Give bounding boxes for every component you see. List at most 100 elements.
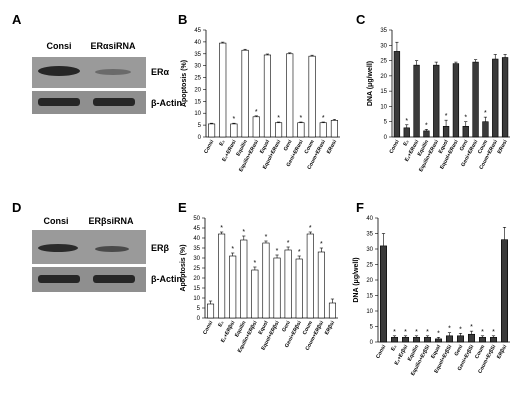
panel-d-band-4 — [93, 275, 135, 283]
chart-b-bar-4 — [252, 116, 260, 138]
chart-f-bar-8 — [468, 333, 475, 343]
chart-b-marker-6: * — [277, 115, 280, 122]
chart-c-bar-11 — [501, 57, 509, 138]
chart-e-marker-2: * — [231, 246, 234, 253]
panel-e-letter: E — [178, 200, 187, 215]
chart-e-ytick-label-1: 5 — [197, 306, 201, 312]
panel-a-band-3 — [38, 98, 80, 106]
chart-b-bar-3 — [241, 49, 249, 138]
chart-b-category-7: Geni — [283, 139, 294, 152]
chart-b-ytick-label-3: 15 — [194, 99, 201, 105]
panel-a-row-2: β-Actin — [151, 98, 182, 108]
chart-c-ytick-label-5: 25 — [380, 59, 387, 65]
chart-f-bar-11 — [501, 239, 508, 343]
chart-c-marker-9: * — [484, 110, 487, 117]
chart-f-marker-2: * — [404, 329, 407, 336]
chart-e-ytick-label-7: 35 — [193, 246, 200, 252]
chart-c-bar-0 — [393, 51, 401, 138]
panel-d-letter: D — [12, 200, 21, 215]
panel-d-band-3 — [38, 275, 80, 283]
chart-f-marker-4: * — [426, 329, 429, 336]
chart-c-marker-3: * — [425, 122, 428, 129]
chart-c-marker-1: * — [405, 118, 408, 125]
chart-c-marker-7: * — [464, 115, 467, 122]
panel-a-blot-bottom — [32, 91, 146, 114]
chart-e: 0 5 10 15 20 25 30 35 40 45 50 Apoptosis (%) Consi * E… — [180, 216, 338, 354]
chart-e-ytick-label-2: 10 — [193, 296, 200, 302]
chart-c-bar-10 — [492, 58, 499, 138]
chart-b-ytick-label-6: 30 — [194, 64, 201, 70]
chart-c-bar-3 — [423, 130, 430, 138]
chart-e-marker-5: * — [265, 234, 268, 241]
panel-d-row-2: β-Actin — [151, 274, 182, 284]
chart-e-ytick-label-8: 40 — [193, 236, 200, 242]
chart-f-marker-5: * — [437, 330, 440, 337]
chart-c-marker-5: * — [445, 113, 448, 120]
chart-b-marker-10: * — [322, 115, 325, 122]
chart-e-ytick-label-4: 20 — [193, 276, 200, 282]
chart-b-bar-8 — [297, 122, 305, 138]
chart-b-marker-8: * — [300, 115, 303, 122]
chart-b-category-0: Consi — [203, 139, 215, 155]
chart-b-ytick-label-2: 10 — [194, 111, 201, 117]
chart-f-ytick-label-6: 30 — [366, 247, 373, 253]
chart-f-marker-6: * — [448, 326, 451, 333]
chart-f-bar-2 — [402, 337, 409, 343]
chart-e-bar-5 — [262, 242, 270, 319]
chart-c-bar-4 — [433, 64, 440, 138]
chart-b-category-11: ERαsi — [326, 139, 338, 155]
chart-e-bar-2 — [229, 255, 237, 319]
chart-e-bar-11 — [328, 302, 336, 319]
chart-e-category-11: ERβsi — [324, 320, 336, 336]
chart-b-bar-6 — [275, 122, 283, 138]
chart-e-marker-10: * — [320, 241, 323, 248]
panel-d-band-2 — [95, 246, 129, 252]
chart-f-bar-5 — [435, 338, 442, 343]
panel-d-lane-2: ERβsiRNA — [89, 216, 135, 226]
panel-f-letter: F — [356, 200, 364, 215]
chart-b-bar-11 — [330, 120, 338, 138]
chart-e-bar-1 — [218, 233, 226, 319]
chart-f-bar-10 — [490, 337, 497, 343]
chart-b-bar-5 — [263, 54, 271, 138]
chart-c-bar-8 — [472, 61, 479, 138]
chart-e-marker-1: * — [220, 225, 223, 232]
chart-f-ytick-label-2: 10 — [366, 309, 373, 315]
chart-e-marker-9: * — [309, 225, 312, 232]
chart-e-category-0: Consi — [202, 320, 214, 336]
chart-c-ytick-label-2: 10 — [380, 104, 387, 110]
chart-c-ytick-label-6: 30 — [380, 43, 387, 49]
chart-b-bar-7 — [286, 53, 294, 138]
chart-e-ytick-label-9: 45 — [193, 226, 200, 232]
panel-a: A Consi ERαsiRNA ERα β-Actin — [12, 12, 182, 114]
chart-f-ytick-label-0: 0 — [370, 340, 374, 346]
chart-c-ytick-label-7: 35 — [380, 28, 387, 34]
panel-d-row-1: ERβ — [151, 243, 170, 253]
chart-b-category-1: E₂ — [219, 139, 227, 148]
chart-e-ytick-label-5: 25 — [193, 266, 200, 272]
chart-f-marker-3: * — [415, 329, 418, 336]
chart-c-ytick-label-1: 5 — [384, 120, 388, 126]
chart-e-marker-7: * — [287, 240, 290, 247]
chart-e-ytick-label-10: 50 — [193, 216, 200, 222]
chart-b-bar-10 — [319, 122, 327, 138]
chart-f-category-1: E₂ — [390, 344, 398, 353]
chart-e-ytick-label-6: 30 — [193, 256, 200, 262]
panel-c-letter: C — [356, 12, 366, 27]
chart-f-marker-7: * — [459, 326, 462, 333]
chart-f-ytick-label-4: 20 — [366, 278, 373, 284]
panel-a-row-1: ERα — [151, 67, 170, 77]
panel-d: D Consi ERβsiRNA ERβ β-Actin — [12, 200, 182, 292]
chart-f-category-0: Consi — [375, 344, 387, 360]
chart-f-marker-9: * — [481, 329, 484, 336]
chart-f-bar-1 — [391, 337, 398, 343]
chart-f-bar-9 — [479, 337, 486, 343]
chart-f-ytick-label-3: 15 — [366, 294, 373, 300]
chart-c-category-1: E₂ — [403, 139, 411, 148]
chart-e-marker-4: * — [254, 260, 257, 267]
chart-b-marker-2: * — [233, 116, 236, 123]
chart-c-category-0: Consi — [389, 139, 401, 155]
chart-f-ytick-label-7: 35 — [366, 232, 373, 238]
